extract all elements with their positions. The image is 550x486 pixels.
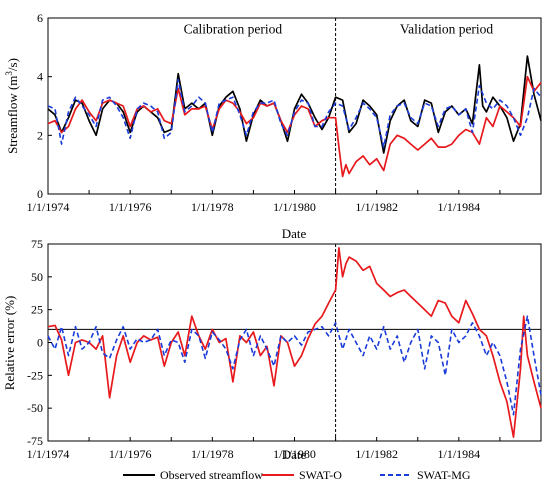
streamflow-series-swat-o [47,75,542,178]
streamflow-ticks: 0 2 4 6 1/1/1974 1/1/1976 1/1/1978 1/1/1980 1/1/… [27,11,542,214]
relative-error-ticks: 75 50 25 0 -25 -50 -751/1/1974 1/1/1976 1/1/1978… [27,237,542,461]
relative-error-series [47,247,542,438]
relative-error-plot-frame [47,243,542,442]
relative-error-x-tick-label: 1/1/1980 [273,447,316,461]
relative-error-y-tick-label: 0 [37,336,43,350]
relative-error-x-axis-label: Date [282,447,307,462]
relative-error-x-tick-label: 1/1/1974 [27,447,70,461]
streamflow-x-axis-label: Date [282,226,307,241]
relative-error-y-tick-label: 25 [31,303,43,317]
streamflow-x-tick-label: 1/1/1978 [191,200,234,214]
streamflow-y-tick-label: 4 [37,70,43,84]
legend: Observed streamflow SWAT-O SWAT-MG [123,468,471,482]
relative-error-y-axis-label: Relative error (%) [2,296,17,391]
annotation-calibration-period: Calibration period [184,22,283,37]
streamflow-x-tick-label: 1/1/1984 [437,200,480,214]
relative-error-series-swat-o [47,247,542,438]
relative-error-y-tick-label: -25 [27,368,43,382]
legend-label-swat-o: SWAT-O [299,468,342,482]
relative-error-y-tick-label: 75 [31,237,43,251]
streamflow-y-tick-label: 6 [37,11,43,25]
streamflow-y-axis-label: Streamflow (m3/s) [4,58,20,154]
annotation-validation-period: Validation period [400,22,494,37]
streamflow-y-tick-label: 0 [37,187,43,201]
relative-error-x-tick-label: 1/1/1984 [437,447,480,461]
streamflow-x-tick-label: 1/1/1980 [273,200,316,214]
streamflow-x-tick-label: 1/1/1974 [27,200,70,214]
streamflow-series-swat-mg [47,78,542,148]
streamflow-series-observed-streamflow [47,55,542,154]
streamflow-y-tick-label: 2 [37,128,43,142]
legend-label-observed-streamflow: Observed streamflow [160,468,263,482]
streamflow-panel: 0 2 4 6 1/1/1974 1/1/1976 1/1/1978 1/1/1980 1/1/… [4,11,542,214]
relative-error-y-tick-label: -50 [27,401,43,415]
relative-error-x-tick-label: 1/1/1978 [191,447,234,461]
relative-error-y-tick-label: -75 [27,434,43,448]
period-annotations: Calibration period Validation period [184,22,494,37]
streamflow-x-tick-label: 1/1/1976 [109,200,152,214]
relative-error-panel: 75 50 25 0 -25 -50 -751/1/1974 1/1/1976 1/1/1978… [2,237,542,461]
relative-error-x-tick-label: 1/1/1976 [109,447,152,461]
legend-label-swat-mg: SWAT-MG [417,468,471,482]
relative-error-y-tick-label: 50 [31,270,43,284]
relative-error-x-tick-label: 1/1/1982 [355,447,398,461]
relative-error-series-swat-mg [47,315,542,416]
streamflow-series [47,55,542,178]
streamflow-x-tick-label: 1/1/1982 [355,200,398,214]
